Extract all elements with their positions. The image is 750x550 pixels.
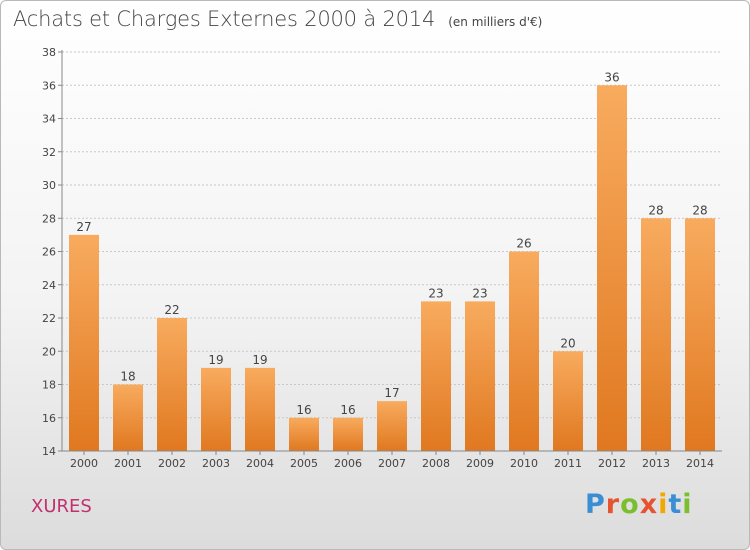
bar [69, 234, 99, 451]
logo-letter: t [668, 489, 683, 520]
x-tick-label: 2000 [70, 457, 98, 470]
x-tick-label: 2010 [510, 457, 538, 470]
data-label: 20 [560, 336, 575, 350]
x-tick-label: 2001 [114, 457, 142, 470]
x-tick-label: 2004 [246, 457, 274, 470]
data-label: 23 [472, 286, 487, 300]
logo-letter: o [620, 489, 640, 520]
bar [553, 351, 583, 451]
bar [421, 301, 451, 451]
data-labels: 27 18 22 19 19 16 16 17 23 23 26 20 36 28 28 [76, 70, 707, 417]
bar [377, 401, 407, 451]
chart-title: Achats et Charges Externes 2000 à 2014 (… [13, 7, 542, 31]
logo-letter: i [658, 489, 669, 520]
y-tick-label: 28 [42, 212, 56, 225]
logo-letter: r [605, 489, 621, 520]
bar [597, 85, 627, 451]
bar [333, 417, 363, 451]
data-label: 23 [428, 286, 443, 300]
x-tick-label: 2007 [378, 457, 406, 470]
data-label: 17 [384, 386, 399, 400]
data-label: 27 [76, 220, 91, 234]
data-label: 36 [604, 70, 619, 84]
y-tick-label: 14 [42, 445, 56, 458]
x-tick-label: 2009 [466, 457, 494, 470]
y-tick-label: 22 [42, 312, 56, 325]
data-label: 28 [648, 203, 663, 217]
y-tick-label: 16 [42, 412, 56, 425]
bar [685, 218, 715, 451]
proxiti-logo: Proxiti [585, 489, 693, 520]
data-label: 16 [340, 403, 355, 417]
bar [157, 318, 187, 451]
x-tick-label: 2013 [642, 457, 670, 470]
logo-letter: P [585, 489, 606, 520]
y-tick-label: 18 [42, 379, 56, 392]
x-tick-label: 2003 [202, 457, 230, 470]
x-tick-label: 2014 [686, 457, 714, 470]
y-tick-label: 36 [42, 79, 56, 92]
x-tick-labels: 2000 2001 2002 2003 2004 2005 2006 2007 2008 2009… [70, 457, 714, 470]
y-tick-labels: 14 16 18 20 22 24 26 28 30 32 34 36 38 [42, 46, 56, 458]
y-tick-label: 24 [42, 279, 56, 292]
bars [69, 85, 715, 451]
bar [245, 367, 275, 451]
x-tick-label: 2012 [598, 457, 626, 470]
bar [641, 218, 671, 451]
title-subtitle: (en milliers d'€) [448, 15, 543, 29]
axes [58, 50, 722, 455]
x-tick-label: 2002 [158, 457, 186, 470]
y-tick-label: 34 [42, 113, 56, 126]
data-label: 19 [252, 353, 267, 367]
y-tick-label: 32 [42, 146, 56, 159]
place-name: XURES [31, 496, 92, 517]
bar [509, 251, 539, 451]
data-label: 19 [208, 353, 223, 367]
x-tick-label: 2008 [422, 457, 450, 470]
title-main: Achats et Charges Externes 2000 à 2014 [13, 7, 436, 31]
logo-letter: x [639, 489, 659, 520]
bar [465, 301, 495, 451]
bar [289, 417, 319, 451]
x-tick-label: 2006 [334, 457, 362, 470]
data-label: 26 [516, 237, 531, 251]
x-tick-label: 2005 [290, 457, 318, 470]
data-label: 16 [296, 403, 311, 417]
y-tick-label: 26 [42, 246, 56, 259]
y-tick-label: 20 [42, 345, 56, 358]
data-label: 22 [164, 303, 179, 317]
y-tick-label: 38 [42, 46, 56, 59]
y-tick-label: 30 [42, 179, 56, 192]
bar [113, 384, 143, 451]
bar [201, 367, 231, 451]
x-tick-label: 2011 [554, 457, 582, 470]
logo-letter: i [682, 489, 693, 520]
data-label: 18 [120, 370, 135, 384]
data-label: 28 [692, 203, 707, 217]
